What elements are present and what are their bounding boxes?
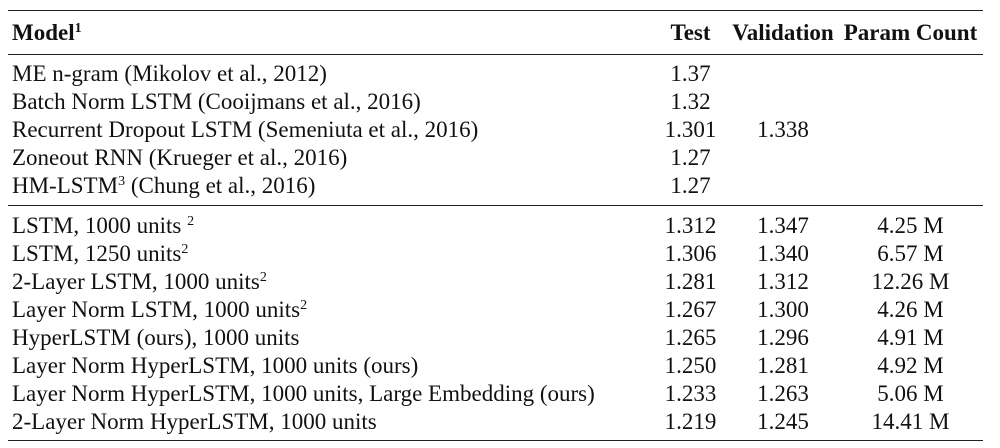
model-cell: LSTM, 1250 units2	[8, 240, 653, 268]
table-row: Layer Norm HyperLSTM, 1000 units (ours) 1…	[8, 352, 983, 380]
test-cell: 1.306	[664, 241, 717, 266]
test-cell: 1.281	[664, 269, 717, 294]
table-row: LSTM, 1250 units2 1.306 1.340 6.57 M	[8, 240, 983, 268]
table-row: Recurrent Dropout LSTM (Semeniuta et al.…	[8, 116, 983, 144]
table-row: HyperLSTM (ours), 1000 units 1.265 1.296 4.…	[8, 324, 983, 352]
validation-cell: 1.347	[757, 213, 809, 238]
param-count-cell: 6.57 M	[877, 241, 944, 266]
footnote-marker: 3	[118, 174, 126, 189]
param-count-cell: 4.26 M	[877, 297, 944, 322]
validation-cell: 1.281	[757, 353, 809, 378]
test-cell: 1.250	[664, 353, 717, 378]
param-count-cell	[838, 88, 983, 116]
baseline-group: ME n-gram (Mikolov et al., 2012) 1.37 Batc…	[8, 55, 983, 206]
model-name: Layer Norm LSTM, 1000 units	[12, 297, 301, 322]
param-count-cell	[838, 144, 983, 172]
model-cell: HM-LSTM3 (Chung et al., 2016)	[8, 172, 653, 206]
model-cell: Batch Norm LSTM (Cooijmans et al., 2016)	[8, 88, 653, 116]
model-name: Zoneout RNN (Krueger et al., 2016)	[12, 145, 348, 170]
header-test: Test	[670, 20, 711, 45]
test-cell: 1.219	[664, 409, 717, 434]
test-cell: 1.265	[664, 325, 717, 350]
param-count-cell: 5.06 M	[877, 381, 944, 406]
header-validation: Validation	[732, 20, 834, 45]
table-row: ME n-gram (Mikolov et al., 2012) 1.37	[8, 55, 983, 89]
model-name: Layer Norm HyperLSTM, 1000 units, Large …	[12, 381, 595, 406]
test-cell: 1.267	[664, 297, 717, 322]
validation-cell: 1.245	[757, 409, 809, 434]
model-name: LSTM, 1250 units	[12, 241, 182, 266]
model-cell: Layer Norm LSTM, 1000 units2	[8, 296, 653, 324]
validation-cell: 1.300	[757, 297, 809, 322]
validation-cell: 1.312	[757, 269, 809, 294]
param-count-cell: 14.41 M	[871, 409, 950, 434]
model-name: LSTM, 1000 units	[12, 213, 188, 238]
test-cell: 1.32	[670, 89, 711, 114]
test-cell: 1.27	[670, 173, 711, 198]
model-name: HyperLSTM (ours), 1000 units	[12, 325, 300, 350]
model-name: HM-LSTM	[12, 173, 119, 198]
validation-cell	[728, 172, 838, 206]
param-count-cell	[838, 172, 983, 206]
table-row: 2-Layer Norm HyperLSTM, 1000 units 1.219 1…	[8, 408, 983, 441]
param-count-cell: 4.92 M	[877, 353, 944, 378]
header-param-count: Param Count	[843, 20, 978, 45]
footnote-marker: 2	[187, 214, 195, 229]
model-name: Batch Norm LSTM (Cooijmans et al., 2016)	[12, 89, 421, 114]
param-count-cell: 4.25 M	[877, 213, 944, 238]
param-count-cell: 4.91 M	[877, 325, 944, 350]
footnote-marker: 2	[300, 298, 308, 313]
test-cell: 1.312	[664, 213, 717, 238]
validation-cell: 1.338	[757, 117, 809, 142]
model-name: Layer Norm HyperLSTM, 1000 units (ours)	[12, 353, 419, 378]
header-model: Model1	[8, 11, 653, 55]
test-cell: 1.37	[670, 61, 711, 86]
model-cell: Layer Norm HyperLSTM, 1000 units, Large …	[8, 380, 653, 408]
model-name: ME n-gram (Mikolov et al., 2012)	[12, 61, 327, 86]
validation-cell	[728, 144, 838, 172]
model-cell: Zoneout RNN (Krueger et al., 2016)	[8, 144, 653, 172]
model-cell: 2-Layer Norm HyperLSTM, 1000 units	[8, 408, 653, 441]
hyperlstm-group: LSTM, 1000 units 2 1.312 1.347 4.25 M LSTM, …	[8, 205, 983, 441]
model-name: 2-Layer LSTM, 1000 units	[12, 269, 260, 294]
table-header: Model1 Test Validation Param Count	[8, 10, 983, 55]
footnote-marker: 2	[181, 242, 189, 257]
model-cell: 2-Layer LSTM, 1000 units2	[8, 268, 653, 296]
table-row: Layer Norm LSTM, 1000 units2 1.267 1.300 4.…	[8, 296, 983, 324]
results-table: Model1 Test Validation Param Count ME n-…	[8, 10, 983, 441]
test-cell: 1.301	[664, 117, 717, 142]
model-name: Recurrent Dropout LSTM (Semeniuta et al.…	[12, 117, 479, 142]
model-cell: HyperLSTM (ours), 1000 units	[8, 324, 653, 352]
table-row: LSTM, 1000 units 2 1.312 1.347 4.25 M	[8, 206, 983, 241]
table-row: HM-LSTM3 (Chung et al., 2016) 1.27	[8, 172, 983, 206]
test-cell: 1.27	[670, 145, 711, 170]
table-row: Zoneout RNN (Krueger et al., 2016) 1.27	[8, 144, 983, 172]
model-citation: (Chung et al., 2016)	[125, 173, 316, 198]
header-model-footnote: 1	[74, 21, 82, 36]
table-row: 2-Layer LSTM, 1000 units2 1.281 1.312 12.26…	[8, 268, 983, 296]
model-cell: Recurrent Dropout LSTM (Semeniuta et al.…	[8, 116, 653, 144]
validation-cell	[728, 88, 838, 116]
header-model-label: Model	[12, 20, 75, 45]
model-cell: Layer Norm HyperLSTM, 1000 units (ours)	[8, 352, 653, 380]
model-cell: ME n-gram (Mikolov et al., 2012)	[8, 55, 653, 89]
model-name: 2-Layer Norm HyperLSTM, 1000 units	[12, 409, 377, 434]
param-count-cell: 12.26 M	[871, 269, 950, 294]
test-cell: 1.233	[664, 381, 717, 406]
footnote-marker: 2	[259, 270, 267, 285]
table-row: Batch Norm LSTM (Cooijmans et al., 2016)…	[8, 88, 983, 116]
validation-cell: 1.296	[757, 325, 809, 350]
param-count-cell	[838, 116, 983, 144]
model-cell: LSTM, 1000 units 2	[8, 206, 653, 241]
validation-cell	[728, 55, 838, 89]
validation-cell: 1.263	[757, 381, 809, 406]
param-count-cell	[838, 55, 983, 89]
validation-cell: 1.340	[757, 241, 809, 266]
header-row: Model1 Test Validation Param Count	[8, 10, 983, 55]
table-row: Layer Norm HyperLSTM, 1000 units, Large …	[8, 380, 983, 408]
